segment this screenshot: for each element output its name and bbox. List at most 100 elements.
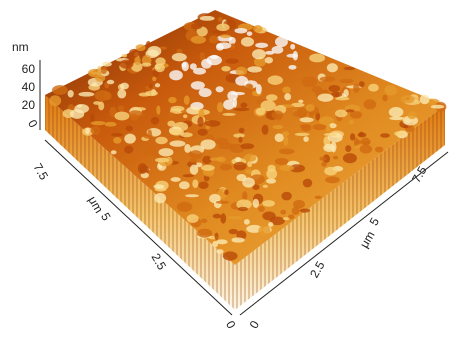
z-tick-label: 40 bbox=[22, 80, 36, 94]
texture-bump bbox=[154, 63, 165, 73]
texture-bump bbox=[400, 95, 415, 104]
texture-bump bbox=[197, 116, 204, 128]
texture-bump bbox=[283, 135, 289, 146]
texture-bump bbox=[169, 70, 183, 81]
texture-bump bbox=[216, 23, 230, 32]
texture-bump bbox=[215, 43, 224, 51]
texture-bump bbox=[302, 178, 313, 188]
texture-bump bbox=[90, 113, 95, 125]
texture-bump bbox=[357, 132, 367, 138]
texture-bump bbox=[230, 91, 246, 96]
texture-bump bbox=[190, 81, 205, 90]
texture-bump bbox=[74, 104, 90, 114]
texture-bump bbox=[220, 213, 227, 224]
texture-bump bbox=[294, 132, 310, 137]
texture-bump bbox=[130, 113, 139, 121]
texture-bump bbox=[342, 153, 357, 164]
texture-bump bbox=[243, 153, 257, 162]
texture-bump bbox=[271, 110, 284, 120]
texture-bump bbox=[183, 95, 190, 105]
texture-bump bbox=[265, 50, 275, 55]
texture-bump bbox=[155, 57, 166, 66]
texture-bump bbox=[119, 59, 134, 69]
texture-bump bbox=[255, 42, 269, 48]
texture-bump bbox=[233, 133, 245, 138]
y-tick-label: 0 bbox=[247, 318, 263, 331]
surface-texture bbox=[49, 13, 447, 261]
texture-bump bbox=[286, 53, 298, 58]
texture-bump bbox=[222, 112, 236, 116]
texture-bump bbox=[134, 107, 146, 111]
texture-bump bbox=[128, 48, 140, 59]
texture-bump bbox=[242, 191, 248, 202]
texture-bump bbox=[198, 181, 209, 190]
texture-bump bbox=[335, 96, 350, 101]
texture-bump bbox=[114, 111, 130, 121]
texture-bump bbox=[240, 102, 248, 108]
texture-bump bbox=[419, 94, 430, 105]
texture-bump bbox=[233, 161, 247, 171]
texture-bump bbox=[212, 240, 219, 248]
texture-bump bbox=[321, 161, 327, 167]
texture-bump bbox=[240, 37, 255, 47]
texture-bump bbox=[246, 31, 253, 36]
texture-bump bbox=[124, 133, 136, 144]
texture-bump bbox=[326, 63, 338, 73]
front-left-stripes bbox=[45, 95, 235, 310]
texture-bump bbox=[222, 251, 238, 261]
texture-bump bbox=[184, 143, 191, 153]
texture-bump bbox=[301, 76, 318, 88]
texture-bump bbox=[135, 44, 146, 52]
x-tick-label: 5 bbox=[98, 210, 114, 223]
texture-bump bbox=[253, 25, 263, 33]
texture-bump bbox=[221, 65, 231, 72]
texture-bump bbox=[323, 132, 337, 137]
texture-bump bbox=[228, 228, 239, 235]
texture-bump bbox=[237, 206, 249, 212]
z-tick-label: 0 bbox=[25, 117, 41, 130]
texture-bump bbox=[113, 137, 122, 144]
texture-bump bbox=[186, 214, 199, 223]
texture-bump bbox=[274, 158, 289, 166]
texture-bump bbox=[169, 128, 185, 136]
texture-bump bbox=[247, 160, 253, 168]
texture-bump bbox=[196, 26, 208, 37]
texture-bump bbox=[359, 144, 373, 154]
texture-bump bbox=[259, 71, 269, 76]
texture-bump bbox=[262, 184, 268, 188]
texture-bump bbox=[216, 249, 224, 254]
texture-bump bbox=[215, 200, 230, 204]
texture-bump bbox=[134, 56, 141, 66]
texture-bump bbox=[121, 154, 136, 165]
x-tick-label: 7.5 bbox=[30, 161, 51, 183]
texture-bump bbox=[325, 176, 340, 184]
texture-bump bbox=[125, 125, 133, 132]
texture-bump bbox=[195, 162, 203, 168]
texture-bump bbox=[349, 133, 356, 141]
texture-bump bbox=[292, 110, 307, 117]
texture-bump bbox=[358, 81, 365, 88]
texture-bump bbox=[272, 124, 284, 130]
texture-bump bbox=[318, 116, 335, 126]
texture-bump bbox=[261, 124, 269, 135]
texture-bump bbox=[252, 49, 266, 60]
texture-bump bbox=[268, 222, 274, 227]
texture-bump bbox=[266, 168, 278, 180]
texture-bump bbox=[131, 61, 143, 72]
texture-bump bbox=[142, 148, 158, 156]
texture-bump bbox=[319, 156, 327, 161]
texture-bump bbox=[287, 214, 295, 220]
texture-bump bbox=[293, 199, 306, 209]
texture-bump bbox=[407, 111, 417, 120]
texture-bump bbox=[245, 83, 253, 90]
texture-bump bbox=[354, 145, 361, 149]
texture-bump bbox=[212, 213, 222, 219]
texture-bump bbox=[224, 189, 229, 196]
texture-bump bbox=[299, 117, 314, 123]
texture-bump bbox=[171, 52, 187, 62]
texture-bump bbox=[223, 99, 235, 110]
texture-bump bbox=[102, 61, 112, 67]
texture-bump bbox=[271, 45, 284, 54]
texture-bump bbox=[339, 78, 354, 84]
